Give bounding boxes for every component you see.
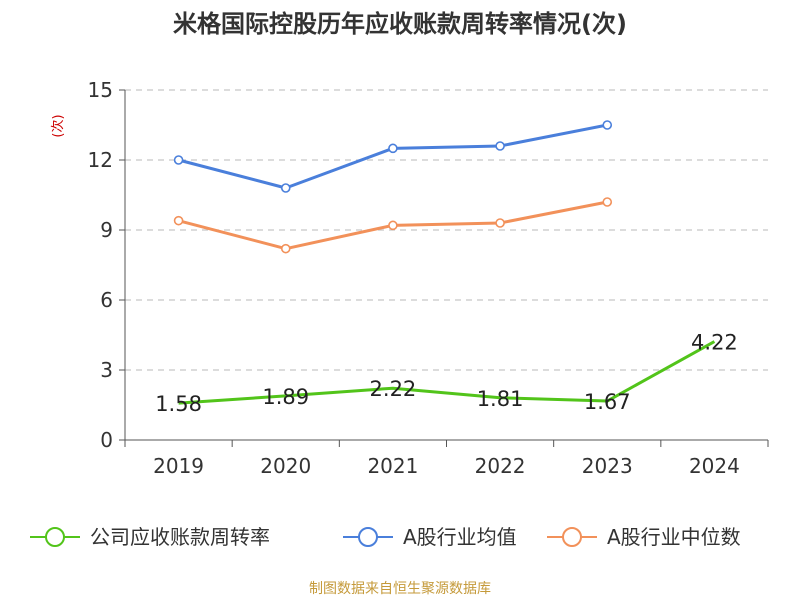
series-line [178,340,716,405]
data-label: 1.89 [262,385,309,409]
x-tick-label: 2022 [475,454,526,478]
x-tick-label: 2024 [689,454,740,478]
x-tick-label: 2019 [153,454,204,478]
series-line [178,123,608,190]
legend-marker [45,527,65,547]
y-tick-label: 12 [88,148,113,172]
y-tick-label: 15 [88,78,113,102]
data-point [280,243,291,254]
data-point [495,141,505,151]
data-point [173,215,184,226]
data-label: 1.81 [477,387,524,411]
grid-lines [125,89,768,371]
data-point [280,183,291,193]
data-label: 4.22 [691,331,738,355]
y-tick-label: 3 [100,358,113,382]
x-tick-label: 2023 [582,454,633,478]
source-note: 制图数据来自恒生聚源数据库 [309,581,491,597]
x-tick-label: 2020 [260,454,311,478]
data-label: 1.58 [155,392,202,416]
data-labels: 1.58 1.89 2.22 1.81 1.67 4.22 [155,331,738,417]
y-tick-label: 6 [100,288,113,312]
data-point [495,218,505,228]
x-tick-label: 2021 [367,454,418,478]
legend-label: A股行业均值 [403,525,517,549]
y-tick-label: 9 [100,218,113,242]
y-tick-label: 0 [100,428,113,452]
data-point [173,155,184,165]
data-point [602,197,613,207]
data-point [388,220,398,231]
axes: 0 3 6 9 12 15 2019 2020 2021 2022 2023 2024 [88,78,769,478]
legend-label: A股行业中位数 [607,525,741,549]
legend-marker [562,527,582,547]
data-label: 1.67 [584,390,631,414]
series-lines [173,120,716,405]
legend-marker [358,527,378,547]
data-label: 2.22 [370,377,417,401]
y-axis-unit-label: (次) [50,114,66,137]
data-point [388,143,398,154]
chart-title: 米格国际控股历年应收账款周转率情况(次) [173,10,627,38]
legend-label: 公司应收账款周转率 [90,525,270,549]
legend: 公司应收账款周转率 A股行业均值 A股行业中位数 [30,525,741,549]
data-point [602,120,613,130]
